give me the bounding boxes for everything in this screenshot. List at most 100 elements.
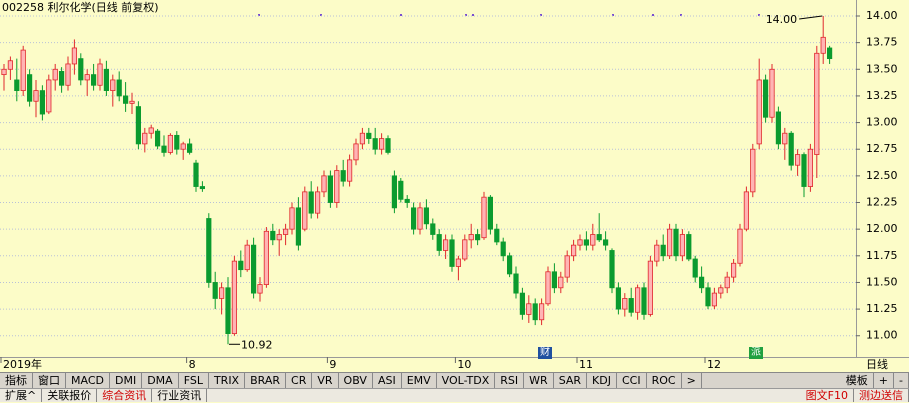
candle-body bbox=[52, 68, 58, 81]
candle-body bbox=[686, 234, 692, 260]
x-tick-label: 8 bbox=[189, 358, 196, 371]
candle-body bbox=[174, 134, 180, 150]
candle-body bbox=[583, 239, 590, 246]
y-tick-label: 13.75 bbox=[866, 36, 898, 49]
candle-body bbox=[615, 287, 622, 310]
candle-body bbox=[404, 198, 410, 203]
candle-body bbox=[135, 106, 141, 145]
candle-body bbox=[206, 218, 212, 283]
y-tick-label: 13.00 bbox=[866, 116, 898, 129]
candle-body bbox=[103, 68, 109, 91]
tab[interactable]: WR bbox=[524, 373, 554, 388]
candle-body bbox=[327, 175, 334, 203]
y-tick-label: 11.25 bbox=[866, 302, 898, 315]
y-tick-label: 13.50 bbox=[866, 62, 898, 75]
candle-body bbox=[199, 186, 205, 190]
tab[interactable]: 关联报价 bbox=[42, 389, 98, 402]
tab[interactable]: 扩展^ bbox=[0, 389, 43, 402]
candle-body bbox=[39, 90, 46, 115]
candle-body bbox=[743, 191, 750, 230]
chart: 002258 利尔化学(日线 前复权) 日线 11.00 11.25 11.50 11… bbox=[0, 0, 909, 372]
tab[interactable]: > bbox=[682, 373, 702, 388]
candle-body bbox=[148, 127, 154, 134]
tab[interactable]: - bbox=[894, 373, 909, 388]
y-tick-label: 12.50 bbox=[866, 169, 898, 182]
candle-body bbox=[270, 230, 276, 241]
tab[interactable]: 指标 bbox=[0, 373, 33, 388]
candle-body bbox=[506, 255, 513, 275]
candle-body bbox=[180, 143, 186, 150]
tab[interactable]: VOL-TDX bbox=[437, 373, 496, 388]
candle-body bbox=[417, 207, 423, 230]
tab[interactable]: MACD bbox=[66, 373, 110, 388]
candle-body bbox=[398, 180, 404, 200]
candle-body bbox=[635, 287, 641, 313]
tab[interactable]: VR bbox=[312, 373, 339, 388]
candle-body bbox=[442, 239, 449, 251]
candle-body bbox=[423, 207, 430, 225]
candle-body bbox=[513, 273, 519, 294]
tab[interactable]: 行业资讯 bbox=[152, 389, 208, 402]
candle-body bbox=[468, 234, 474, 241]
candle-body bbox=[289, 207, 295, 230]
annotation-arrow bbox=[799, 15, 823, 20]
candle-body bbox=[65, 63, 71, 86]
tab[interactable]: RSI bbox=[495, 373, 525, 388]
tab[interactable]: TRIX bbox=[209, 373, 246, 388]
tab[interactable]: FSL bbox=[179, 373, 209, 388]
candle-body bbox=[782, 132, 788, 145]
tab[interactable]: BRAR bbox=[245, 373, 287, 388]
tab[interactable]: DMA bbox=[142, 373, 179, 388]
candle-body bbox=[186, 143, 193, 153]
candle-body bbox=[308, 191, 314, 214]
annotation-label: 14.00 bbox=[766, 13, 798, 26]
tab[interactable]: OBV bbox=[339, 373, 373, 388]
candle-body bbox=[545, 271, 551, 305]
candle-body bbox=[526, 303, 532, 315]
y-tick-label: 11.75 bbox=[866, 249, 898, 262]
candle-body bbox=[539, 303, 545, 321]
tab[interactable]: DMI bbox=[110, 373, 143, 388]
candle-body bbox=[46, 79, 52, 113]
candle-body bbox=[263, 230, 270, 285]
candle-body bbox=[737, 228, 743, 264]
candle-body bbox=[282, 228, 289, 235]
tab[interactable]: 窗口 bbox=[33, 373, 66, 388]
y-tick-label: 12.00 bbox=[866, 222, 898, 235]
tab[interactable]: CCI bbox=[617, 373, 647, 388]
candle-body bbox=[647, 260, 654, 315]
tab[interactable]: CR bbox=[286, 373, 313, 388]
tab[interactable]: ASI bbox=[373, 373, 402, 388]
tab[interactable]: 图文F10 bbox=[801, 389, 854, 402]
candle-body bbox=[718, 287, 724, 294]
candle-body bbox=[654, 244, 660, 262]
candle-body bbox=[500, 241, 506, 257]
tab[interactable]: 综合资讯 bbox=[97, 389, 153, 402]
candle-body bbox=[276, 234, 282, 241]
tab[interactable]: + bbox=[874, 373, 895, 388]
candle-body bbox=[238, 260, 244, 271]
candle-body bbox=[788, 132, 794, 166]
candle-body bbox=[628, 298, 634, 313]
candle-body bbox=[807, 148, 814, 187]
candle-body bbox=[590, 234, 596, 246]
tab[interactable]: SAR bbox=[554, 373, 588, 388]
candle-body bbox=[692, 258, 698, 278]
candle-body bbox=[564, 255, 570, 278]
candle-body bbox=[14, 79, 20, 91]
tab[interactable]: EMV bbox=[402, 373, 437, 388]
candle-body bbox=[756, 79, 762, 145]
tab[interactable]: 测边送信 bbox=[854, 389, 909, 402]
candle-body bbox=[455, 258, 462, 267]
candle-body bbox=[673, 228, 679, 257]
tab[interactable]: KDJ bbox=[587, 373, 617, 388]
candle-body bbox=[334, 170, 340, 203]
tab[interactable]: 模板 bbox=[841, 373, 874, 388]
tab[interactable]: ROC bbox=[647, 373, 682, 388]
event-marker: 财 bbox=[538, 347, 552, 359]
candle-body bbox=[295, 207, 302, 246]
candle-body bbox=[699, 276, 705, 289]
candle-body bbox=[820, 36, 826, 54]
candle-body bbox=[257, 284, 263, 294]
candle-body bbox=[353, 143, 359, 161]
